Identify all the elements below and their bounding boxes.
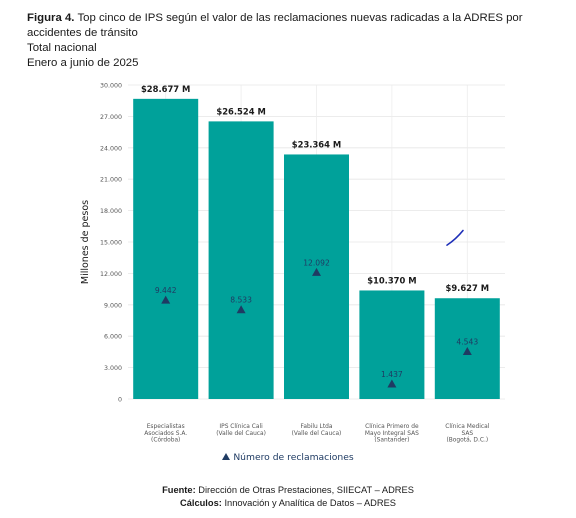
x-category-label: (Valle del Cauca) <box>216 431 266 437</box>
y-axis-title: Millones de pesos <box>80 200 91 284</box>
claims-triangle-marker <box>462 346 472 355</box>
bar-value-label: $23.364 M <box>292 139 341 149</box>
y-tick-label: 24.000 <box>100 145 122 152</box>
y-tick-label: 9.000 <box>104 302 122 309</box>
bar <box>208 121 274 399</box>
bar-value-label: $28.677 M <box>141 84 190 94</box>
annotation-stroke <box>446 229 464 246</box>
figure-footer: Fuente: Dirección de Otras Prestaciones,… <box>0 484 576 510</box>
x-category-label: Clínica Medical <box>445 423 489 430</box>
source-text: Dirección de Otras Prestaciones, SIIECAT… <box>198 485 414 495</box>
y-tick-label: 21.000 <box>100 177 122 184</box>
source-label: Fuente: <box>162 485 196 495</box>
y-tick-label: 6.000 <box>104 334 122 341</box>
calc-label: Cálculos: <box>179 498 222 508</box>
claims-value-label: 12.092 <box>303 258 330 267</box>
x-category-label: Fabilu Ltda <box>300 424 332 430</box>
bar-chart: 0 3.000 6.000 9.000 12.000 15.000 18.000 21.000… <box>80 83 505 444</box>
legend: Número de reclamaciones <box>0 452 576 463</box>
claims-value-label: 9.442 <box>155 286 177 295</box>
figure-title: Top cinco de IPS según el valor de las r… <box>27 12 523 39</box>
y-tick-label: 15.000 <box>100 240 122 247</box>
claims-triangle-marker <box>312 267 321 276</box>
x-category-label: (Santander) <box>374 438 409 444</box>
x-category-label: (Valle del Cauca) <box>292 431 342 437</box>
x-category-label: (Córdoba) <box>151 437 180 444</box>
claims-value-label: 4.543 <box>456 337 478 346</box>
claims-triangle-marker <box>236 305 246 314</box>
y-tick-label: 12.000 <box>100 271 122 278</box>
x-category-label: SAS <box>461 431 473 437</box>
y-tick-label: 0 <box>118 397 122 404</box>
y-tick-label: 18.000 <box>100 208 122 215</box>
figure-scope: Total nacional <box>27 42 97 54</box>
figure-period: Enero a junio de 2025 <box>27 57 139 69</box>
claims-value-label: 8.533 <box>230 296 252 305</box>
x-category-label: Mayo Integral SAS <box>365 431 419 437</box>
figure-label: Figura 4. <box>27 12 75 24</box>
y-tick-label: 3.000 <box>104 365 122 372</box>
bar-value-label: $9.627 M <box>446 283 490 293</box>
triangle-marker-icon <box>222 453 231 460</box>
x-category-label: Asociados S.A. <box>144 431 187 437</box>
y-tick-label: 30.000 <box>100 83 122 90</box>
calc-text: Innovación y Analítica de Datos – ADRES <box>224 498 397 508</box>
x-category-label: Especialistas <box>147 424 185 430</box>
bar <box>284 154 349 399</box>
x-category-label: Clínica Primero de <box>365 423 419 430</box>
claims-triangle-marker <box>161 295 171 304</box>
x-category-label: (Bogotá, D.C.) <box>446 437 488 444</box>
figure-caption: Figura 4. Top cinco de IPS según el valo… <box>27 11 567 71</box>
claims-value-label: 1.437 <box>381 370 403 379</box>
bar <box>133 98 199 399</box>
claims-triangle-marker <box>387 379 397 388</box>
x-category-label: IPS Clínica Cali <box>219 423 263 430</box>
bar-value-label: $26.524 M <box>216 106 265 116</box>
legend-label: Número de reclamaciones <box>233 452 354 463</box>
y-tick-label: 27.000 <box>100 114 122 121</box>
bar-value-label: $10.370 M <box>367 275 416 285</box>
